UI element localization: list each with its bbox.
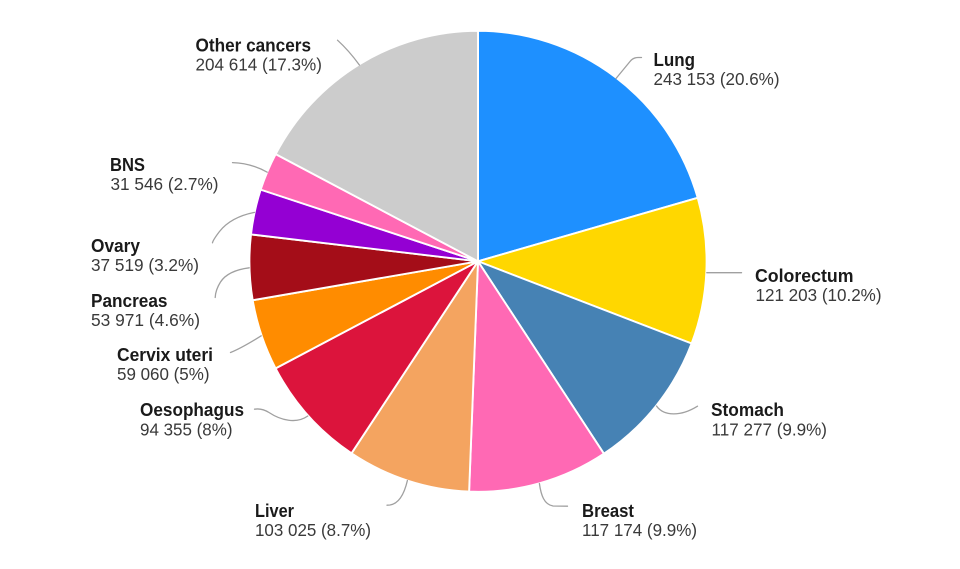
svg-text:BNS: BNS	[110, 155, 145, 175]
svg-text:117 174 (9.9%): 117 174 (9.9%)	[582, 520, 697, 540]
svg-text:243 153 (20.6%): 243 153 (20.6%)	[654, 69, 780, 89]
svg-text:117 277 (9.9%): 117 277 (9.9%)	[712, 420, 828, 440]
svg-text:Other cancers: Other cancers	[196, 36, 312, 56]
svg-text:Lung: Lung	[654, 50, 696, 70]
svg-text:Colorectum: Colorectum	[755, 266, 854, 286]
svg-text:37 519 (3.2%): 37 519 (3.2%)	[91, 255, 199, 275]
svg-text:Breast: Breast	[582, 501, 634, 521]
svg-text:53 971 (4.6%): 53 971 (4.6%)	[91, 310, 200, 330]
svg-text:31 546 (2.7%): 31 546 (2.7%)	[111, 174, 219, 194]
svg-text:Pancreas: Pancreas	[91, 291, 168, 311]
svg-text:Stomach: Stomach	[711, 400, 784, 420]
svg-text:121 203 (10.2%): 121 203 (10.2%)	[756, 285, 882, 305]
svg-text:Liver: Liver	[255, 501, 294, 521]
svg-text:Cervix uteri: Cervix uteri	[117, 345, 213, 365]
svg-text:Ovary: Ovary	[91, 236, 140, 256]
svg-text:Oesophagus: Oesophagus	[140, 400, 244, 420]
svg-text:103 025 (8.7%): 103 025 (8.7%)	[255, 520, 371, 540]
svg-text:59 060 (5%): 59 060 (5%)	[117, 364, 210, 384]
svg-text:204 614 (17.3%): 204 614 (17.3%)	[196, 55, 322, 75]
svg-text:94 355 (8%): 94 355 (8%)	[140, 420, 233, 440]
